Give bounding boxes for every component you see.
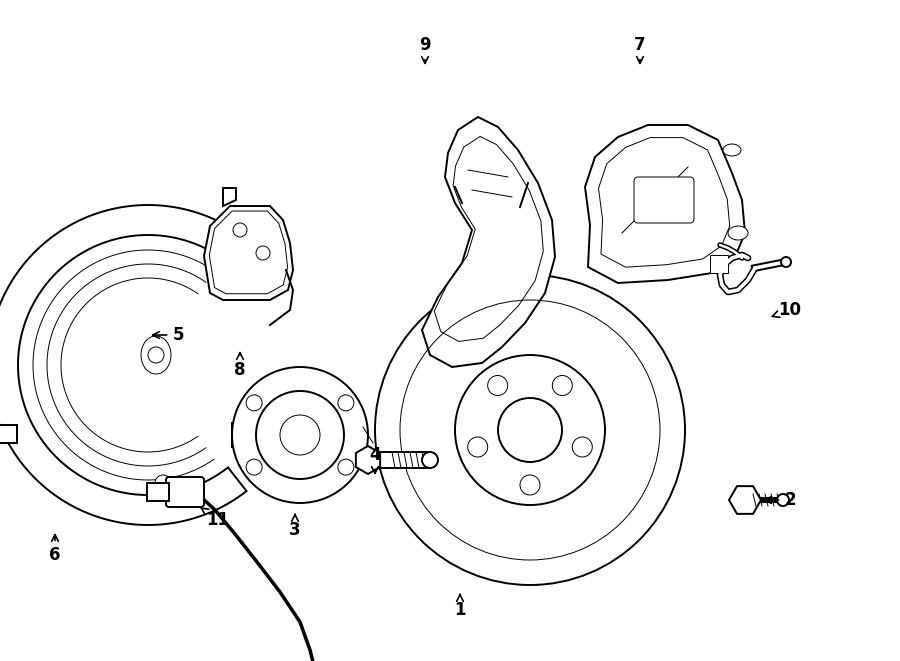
Polygon shape xyxy=(0,425,17,443)
Ellipse shape xyxy=(723,144,741,156)
Text: 11: 11 xyxy=(201,508,230,529)
Text: 4: 4 xyxy=(369,446,381,473)
Circle shape xyxy=(338,459,354,475)
Polygon shape xyxy=(356,446,380,474)
Text: 10: 10 xyxy=(772,301,802,319)
Circle shape xyxy=(498,398,562,462)
Circle shape xyxy=(468,437,488,457)
Polygon shape xyxy=(710,255,728,273)
Ellipse shape xyxy=(728,226,748,240)
Circle shape xyxy=(553,375,572,395)
Circle shape xyxy=(781,257,791,267)
Text: 3: 3 xyxy=(289,514,301,539)
Polygon shape xyxy=(0,205,247,525)
Circle shape xyxy=(246,459,262,475)
Text: 8: 8 xyxy=(234,353,246,379)
Text: 2: 2 xyxy=(765,491,796,509)
Polygon shape xyxy=(223,188,236,206)
Circle shape xyxy=(155,475,171,491)
Circle shape xyxy=(148,347,164,363)
Text: 6: 6 xyxy=(50,535,61,564)
Text: 7: 7 xyxy=(634,36,646,63)
Circle shape xyxy=(375,275,685,585)
Circle shape xyxy=(232,367,368,503)
Circle shape xyxy=(246,395,262,411)
Polygon shape xyxy=(729,486,761,514)
Circle shape xyxy=(488,375,508,395)
Text: 1: 1 xyxy=(454,594,466,619)
FancyBboxPatch shape xyxy=(166,477,204,507)
Circle shape xyxy=(520,475,540,495)
Circle shape xyxy=(256,246,270,260)
Circle shape xyxy=(455,355,605,505)
Polygon shape xyxy=(368,452,430,468)
Ellipse shape xyxy=(141,336,171,374)
Circle shape xyxy=(572,437,592,457)
Polygon shape xyxy=(585,125,745,283)
Circle shape xyxy=(280,415,320,455)
Polygon shape xyxy=(147,483,169,501)
Text: 5: 5 xyxy=(153,326,184,344)
Text: 9: 9 xyxy=(419,36,431,63)
Polygon shape xyxy=(204,206,293,300)
Circle shape xyxy=(256,391,344,479)
FancyBboxPatch shape xyxy=(634,177,694,223)
Circle shape xyxy=(777,494,789,506)
Circle shape xyxy=(422,452,438,468)
Circle shape xyxy=(233,223,247,237)
Polygon shape xyxy=(422,117,555,367)
Circle shape xyxy=(338,395,354,411)
